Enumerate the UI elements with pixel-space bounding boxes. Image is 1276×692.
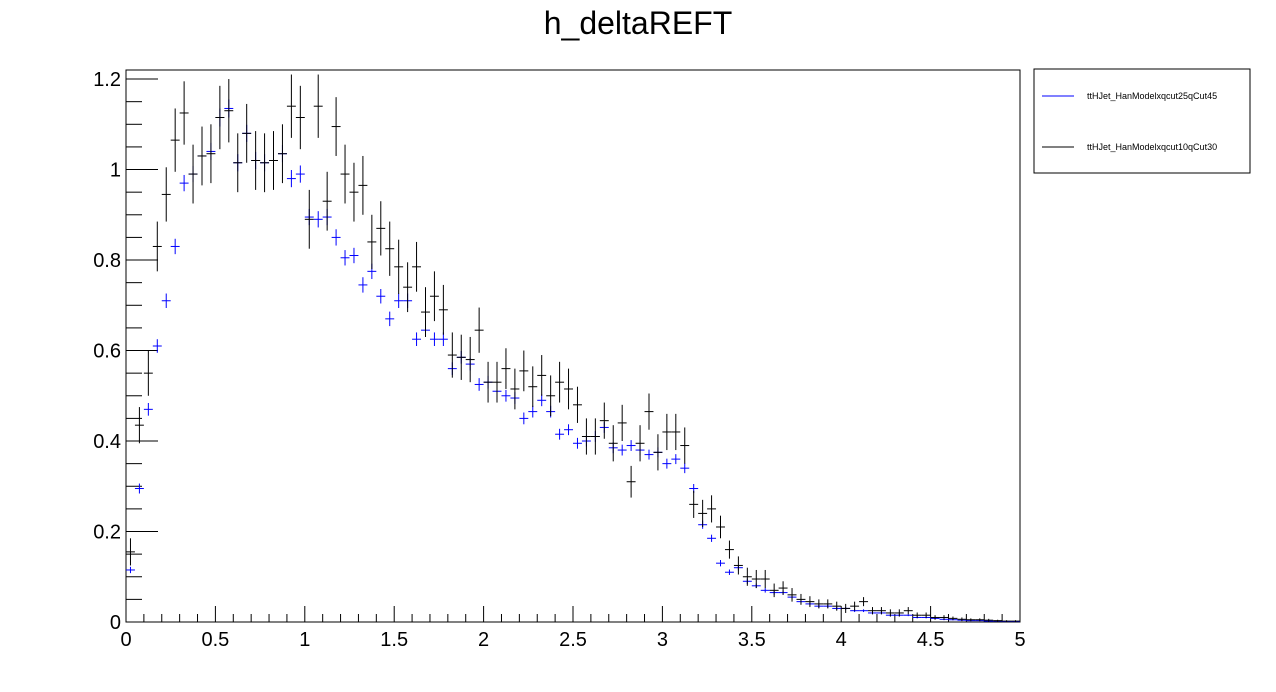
x-tick-label: 5 xyxy=(1014,629,1025,651)
y-tick-label: 0.2 xyxy=(93,522,121,544)
x-tick-label: 0 xyxy=(120,629,131,651)
legend-box xyxy=(1033,68,1251,174)
x-axis: 0 0.5 1 1.5 2 2.5 3 3.5 4 4.5 5 xyxy=(120,606,1026,651)
y-tick-label: 0.8 xyxy=(93,250,121,272)
y-tick-label: 0.6 xyxy=(93,341,121,363)
y-tick-label: 1.2 xyxy=(93,69,121,91)
x-tick-label: 2.5 xyxy=(559,629,587,651)
x-tick-label: 4.5 xyxy=(917,629,945,651)
legend-entry: ttHJet_HanModelxqcut25qCut45 xyxy=(1087,91,1217,101)
series-1 xyxy=(126,74,1020,622)
x-tick-label: 1 xyxy=(299,629,310,651)
x-tick-label: 1.5 xyxy=(380,629,408,651)
x-tick-label: 3.5 xyxy=(738,629,766,651)
data-series xyxy=(126,74,1020,623)
y-axis: 0 0.2 0.4 0.6 0.8 1 1.2 xyxy=(93,69,158,634)
y-tick-label: 0 xyxy=(110,612,121,634)
y-tick-label: 1 xyxy=(110,160,121,182)
x-tick-label: 2 xyxy=(478,629,489,651)
x-tick-label: 0.5 xyxy=(201,629,229,651)
chart-title: h_deltaREFT xyxy=(544,5,733,41)
legend: ttHJet_HanModelxqcut25qCut45 ttHJet_HanMo… xyxy=(1033,68,1251,174)
x-tick-label: 4 xyxy=(836,629,847,651)
x-tick-label: 3 xyxy=(657,629,668,651)
y-tick-label: 0.4 xyxy=(93,431,121,453)
legend-entry: ttHJet_HanModelxqcut10qCut30 xyxy=(1087,142,1217,152)
